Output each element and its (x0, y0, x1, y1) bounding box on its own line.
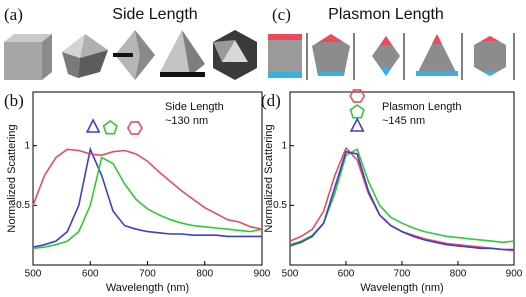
annotation: ~130 nm (165, 115, 208, 127)
peak-marker (349, 89, 366, 103)
y-axis-label: Normalized Scattering (263, 124, 275, 232)
panel-title: Side Length (112, 6, 197, 23)
x-tick-label: 800 (450, 269, 467, 280)
x-tick-label: 500 (282, 269, 299, 280)
panel-label: (d) (261, 91, 281, 110)
line-series (289, 150, 514, 251)
x-tick-label: 700 (139, 269, 156, 280)
peak-marker (349, 104, 365, 119)
annotation: ~145 nm (382, 115, 425, 127)
x-tick-label: 900 (506, 269, 523, 280)
line-series (289, 146, 515, 252)
y-axis-label: Normalized Scattering (6, 124, 18, 232)
y-tick-label: 1 (281, 140, 287, 151)
x-tick-label: 600 (82, 269, 99, 280)
line-series (289, 148, 515, 246)
x-tick-label: 700 (394, 269, 411, 280)
plot-frame (32, 91, 263, 266)
panel-label: (b) (4, 91, 24, 110)
peak-marker (126, 121, 143, 135)
y-tick-label: 1 (24, 140, 30, 151)
plasmon-shapes (268, 33, 515, 80)
line-series (32, 148, 263, 230)
x-tick-label: 800 (196, 269, 213, 280)
panel-label: (c) (272, 5, 291, 24)
line-series (32, 156, 263, 250)
line-series (32, 146, 262, 248)
y-tick-label: 0.5 (16, 200, 30, 211)
peak-marker (85, 118, 101, 133)
x-axis-label: Wavelength (nm) (360, 282, 443, 294)
x-axis-label: Wavelength (nm) (106, 282, 189, 294)
panel-label: (a) (4, 5, 23, 24)
x-tick-label: 500 (25, 269, 42, 280)
peak-marker (349, 117, 365, 132)
y-tick-label: 0.5 (273, 200, 287, 211)
peak-marker (102, 120, 118, 135)
shapes (4, 30, 257, 80)
annotation: Plasmon Length (382, 101, 462, 113)
x-tick-label: 900 (254, 269, 271, 280)
panel-title: Plasmon Length (328, 6, 444, 23)
x-tick-label: 600 (338, 269, 355, 280)
annotation: Side Length (165, 101, 224, 113)
